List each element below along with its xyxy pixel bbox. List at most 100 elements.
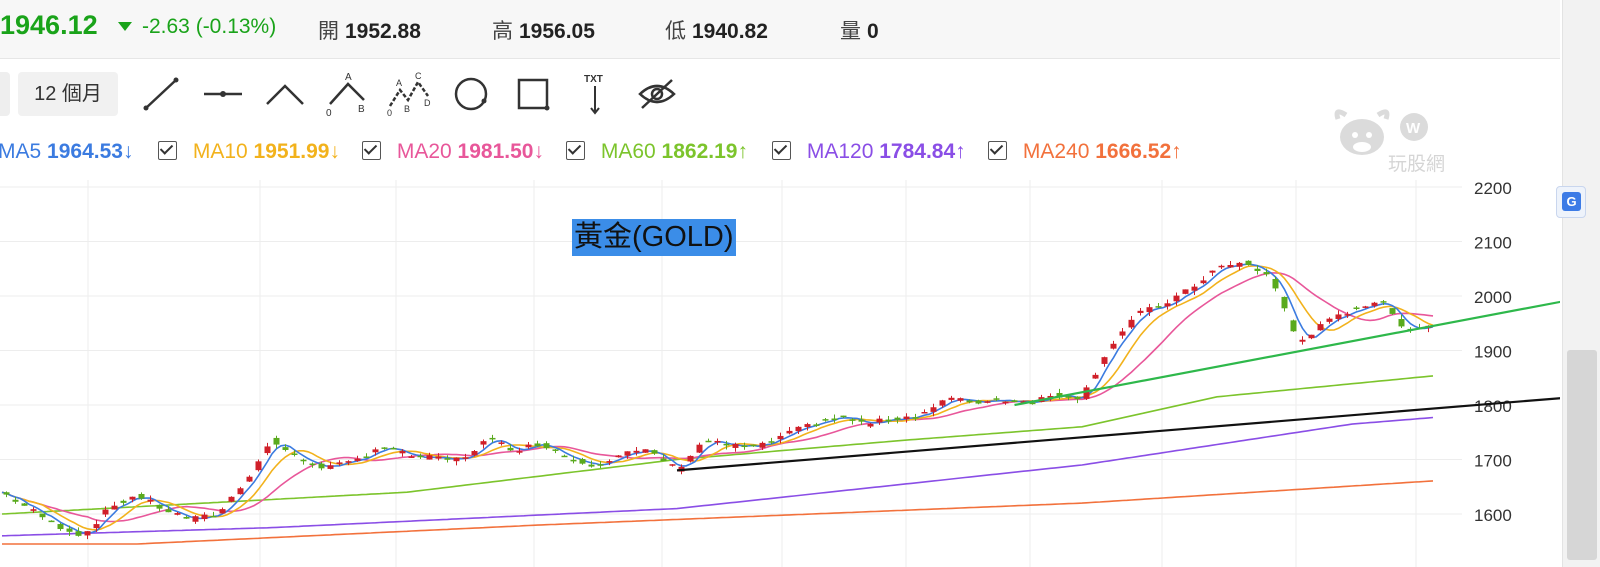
candle-body	[102, 509, 109, 515]
wantgoo-watermark-logo: W 玩股網	[1330, 105, 1450, 175]
candle-body	[390, 447, 397, 450]
candle-body	[300, 459, 307, 462]
rectangle-tool-icon[interactable]	[508, 70, 558, 118]
circle-tool-icon[interactable]	[446, 70, 496, 118]
candle-body	[1380, 301, 1387, 303]
ma20-checkbox[interactable]	[362, 141, 381, 160]
candle-body	[1137, 310, 1144, 313]
ma10-value: 1951.99	[253, 140, 330, 163]
candle-body	[768, 441, 775, 443]
candle-body	[1173, 295, 1180, 302]
down-triangle-icon	[118, 22, 132, 31]
ma240-checkbox[interactable]	[988, 141, 1007, 160]
candle-body	[219, 509, 226, 514]
candle-body	[1335, 314, 1342, 319]
candle-body	[1254, 268, 1261, 272]
ma240-line	[2, 480, 1434, 545]
gold-candlestick-chart[interactable]: 2200 2100 2000 1900 1800 1700 1600	[0, 180, 1560, 567]
candle-body	[597, 464, 604, 466]
candle-body	[849, 419, 856, 421]
previous-period-button[interactable]	[0, 72, 10, 116]
ma240-value: 1666.52	[1095, 140, 1172, 163]
angle-tool-icon[interactable]	[260, 70, 310, 118]
candle-body	[1182, 289, 1189, 294]
black-trendline	[676, 397, 1560, 472]
candle-body	[381, 447, 388, 449]
period-button-12-months[interactable]: 12 個月	[18, 72, 118, 116]
moving-average-legend: MA5 1964.53↓ MA10 1951.99↓ MA20 1981.50↓…	[0, 140, 1560, 176]
candle-body	[804, 424, 811, 427]
candle-body	[570, 459, 577, 462]
svg-text:TXT: TXT	[584, 74, 603, 85]
ma120-value: 1784.84	[879, 140, 956, 163]
candle-body	[885, 419, 892, 422]
ma60-label: MA60	[600, 140, 656, 163]
ma60-value: 1862.19	[661, 140, 738, 163]
candle-body	[1065, 396, 1072, 398]
candle-body	[1110, 343, 1117, 349]
line-tool-icon[interactable]	[136, 70, 186, 118]
y-tick-label: 2100	[1474, 234, 1512, 253]
candle-body	[93, 524, 100, 529]
candle-body	[1227, 265, 1234, 268]
candle-body	[1245, 260, 1252, 265]
candle-body	[372, 449, 379, 453]
candle-body	[1209, 270, 1216, 273]
last-price: 1946.12	[0, 10, 98, 40]
watermark-text: 玩股網	[1388, 153, 1446, 175]
ma60-arrow: ↑	[737, 140, 748, 163]
ma20-legend[interactable]: MA20 1981.50↓	[362, 140, 544, 164]
ma120-checkbox[interactable]	[772, 141, 791, 160]
hide-drawings-icon[interactable]	[632, 70, 682, 118]
ma60-legend[interactable]: MA60 1862.19↑	[566, 140, 748, 164]
candle-body	[1011, 400, 1018, 402]
ma240-legend[interactable]: MA240 1666.52↑	[988, 140, 1182, 164]
candle-body	[354, 458, 361, 461]
candle-body	[696, 444, 703, 453]
candle-body	[561, 455, 568, 458]
candle-body	[84, 531, 91, 536]
ma60-checkbox[interactable]	[566, 141, 585, 160]
candle-body	[1281, 296, 1288, 309]
candle-body	[57, 524, 64, 530]
candle-body	[588, 464, 595, 467]
ma10-legend[interactable]: MA10 1951.99↓	[158, 140, 340, 164]
candle-body	[1218, 265, 1225, 268]
svg-text:D: D	[424, 98, 431, 108]
y-tick-label: 2000	[1474, 288, 1512, 307]
candle-body	[831, 418, 838, 421]
candle-body	[534, 443, 541, 447]
scrollbar-thumb[interactable]	[1567, 350, 1597, 560]
candle-body	[363, 456, 370, 458]
candle-body	[39, 513, 46, 518]
svg-text:0: 0	[326, 108, 332, 118]
candle-body	[876, 418, 883, 423]
translate-extension-icon[interactable]: G	[1556, 186, 1586, 218]
candle-body	[1344, 314, 1351, 316]
quote-bar: 1946.12 -2.63 (-0.13%) 開 1952.88 高 1956.05…	[0, 0, 1560, 59]
horizontal-line-tool-icon[interactable]	[198, 70, 248, 118]
candle-body	[192, 516, 199, 522]
candle-body	[327, 465, 334, 469]
ma10-checkbox[interactable]	[158, 141, 177, 160]
candle-body	[1272, 278, 1279, 289]
candle-body	[417, 455, 424, 458]
abc-wave-tool-icon[interactable]: A 0 B	[322, 70, 372, 119]
candle-body	[1101, 357, 1108, 364]
candle-body	[66, 528, 73, 532]
text-tool-icon[interactable]: TXT	[570, 70, 620, 118]
ma5-legend[interactable]: MA5 1964.53↓	[0, 140, 133, 164]
candle-body	[1263, 272, 1270, 275]
candle-body	[1290, 320, 1297, 332]
candle-body	[1191, 286, 1198, 291]
candle-body	[741, 445, 748, 448]
candle-body	[1074, 396, 1081, 400]
y-tick-label: 1800	[1474, 397, 1512, 416]
svg-text:W: W	[1406, 120, 1421, 137]
candle-body	[120, 500, 127, 503]
ma120-legend[interactable]: MA120 1784.84↑	[772, 140, 966, 164]
candle-body	[777, 435, 784, 440]
abcd-wave-tool-icon[interactable]: A C 0 B D	[384, 70, 434, 118]
ma20-arrow: ↓	[533, 140, 544, 163]
